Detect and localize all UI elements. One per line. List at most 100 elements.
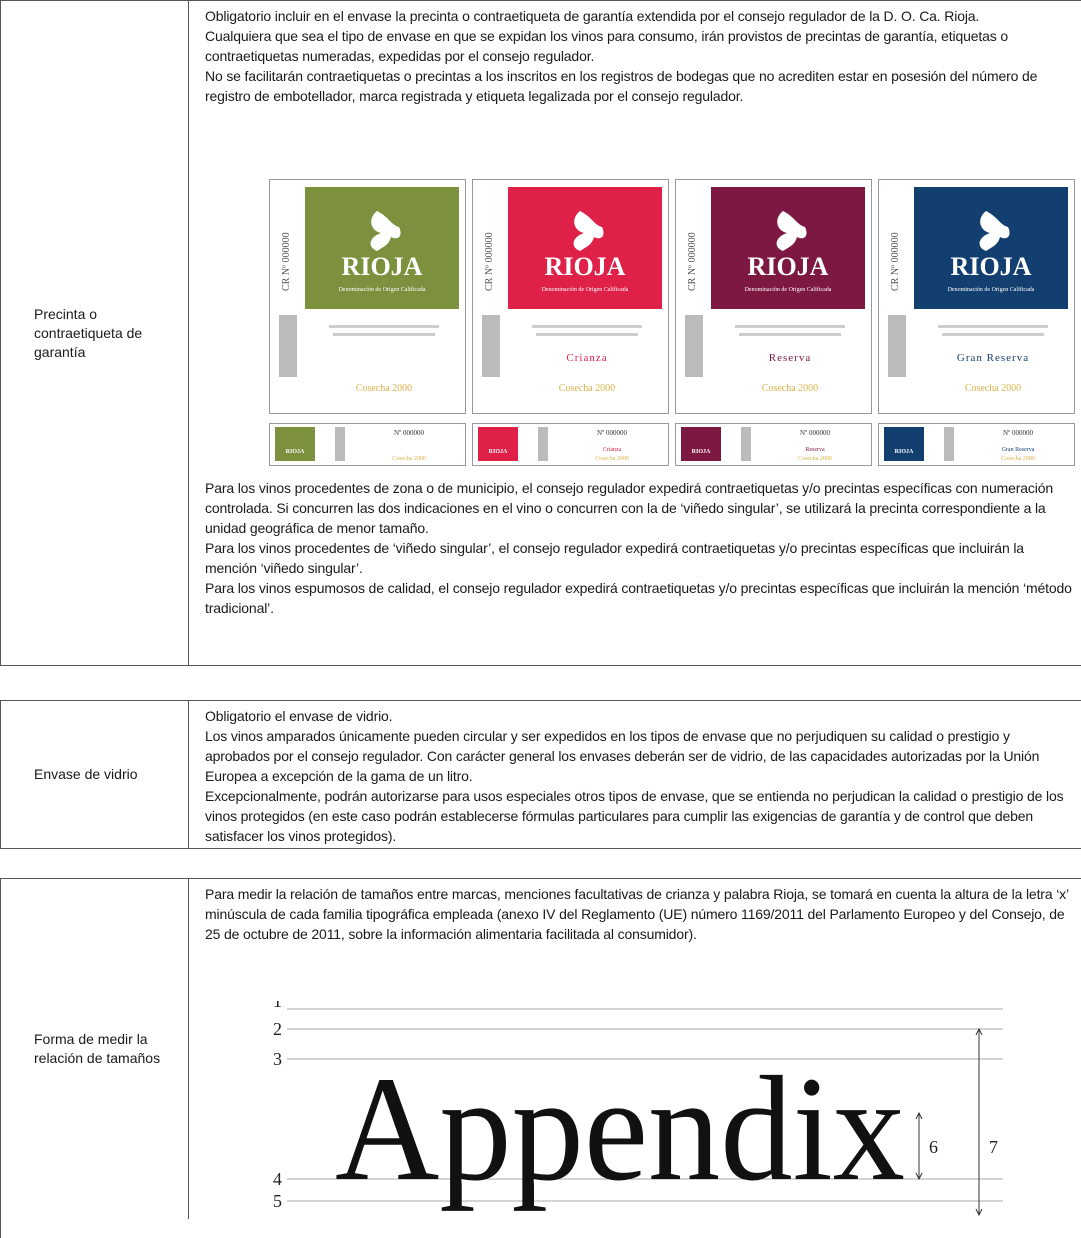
label-fineprint: [735, 325, 845, 328]
arrow-head: [915, 1111, 923, 1120]
label-fineprint: [536, 333, 638, 336]
paragraph: No se facilitarán contraetiquetas o prec…: [205, 68, 1038, 104]
label-brand: RIOJA: [342, 252, 423, 281]
label-number: CR Nº 000000: [687, 232, 698, 291]
label-subtitle: Denominación de Origen Calificada: [339, 286, 426, 293]
small-strip: [944, 427, 954, 461]
label-fineprint: [739, 333, 841, 336]
row-notes: Para los vinos procedentes de zona o de …: [190, 473, 1081, 618]
small-brand: RIOJA: [489, 449, 508, 455]
measure-number: 7: [989, 1137, 998, 1157]
paragraph: Para los vinos procedentes de ‘viñedo si…: [205, 540, 1024, 576]
labels-figure: CR Nº 000000 RIOJA Denominación de Origen …: [269, 179, 1075, 466]
label-strip: [685, 315, 703, 377]
label-fineprint: [333, 333, 435, 336]
paragraph: Para medir la relación de tamaños entre …: [205, 886, 1069, 942]
small-vintage: Cosecha 2000: [798, 456, 832, 462]
small-color-block: [275, 427, 315, 461]
row-content: Obligatorio el envase de vidrio. Los vin…: [190, 701, 1081, 846]
table-precinta: Precinta o contraetiqueta de garantía Ob…: [0, 0, 1081, 666]
small-color-block: [884, 427, 924, 461]
label-text: Forma de medir la relación de tamaños: [34, 1031, 161, 1066]
label-fineprint: [532, 325, 642, 328]
label-vintage: Cosecha 2000: [965, 383, 1021, 394]
label-logo: [979, 211, 1010, 251]
label-logo: [573, 211, 604, 251]
small-number: Nº 000000: [800, 429, 830, 437]
label-number: CR Nº 000000: [281, 232, 292, 291]
row-content: Para medir la relación de tamaños entre …: [190, 879, 1081, 944]
label-mention: Crianza: [566, 352, 607, 364]
label-logo: [370, 211, 401, 251]
small-color-block: [478, 427, 518, 461]
label-brand: RIOJA: [951, 252, 1032, 281]
small-vintage: Cosecha 2000: [392, 456, 426, 462]
small-mention: Crianza: [603, 447, 622, 453]
small-number: Nº 000000: [597, 429, 627, 437]
arrow-head: [975, 1208, 983, 1217]
label-text: Precinta o contraetiqueta de garantía: [34, 305, 143, 360]
label-number: CR Nº 000000: [484, 232, 495, 291]
table-medida: Forma de medir la relación de tamaños Pa…: [0, 878, 1081, 1238]
small-mention: Reserva: [805, 447, 825, 453]
guide-number: 1: [273, 1001, 282, 1011]
guide-number: 5: [273, 1191, 282, 1211]
label-strip: [888, 315, 906, 377]
small-strip: [741, 427, 751, 461]
small-number: Nº 000000: [1003, 429, 1033, 437]
label-color-block: [914, 187, 1068, 309]
arrow-head: [975, 1027, 983, 1036]
row-label: Envase de vidrio: [1, 701, 189, 848]
table-envase: Envase de vidrio Obligatorio el envase d…: [0, 700, 1081, 849]
small-number: Nº 000000: [394, 429, 424, 437]
row-label: Forma de medir la relación de tamaños: [1, 879, 189, 1219]
small-vintage: Cosecha 2000: [595, 456, 629, 462]
label-mention: Gran Reserva: [957, 352, 1029, 364]
small-brand: RIOJA: [286, 449, 305, 455]
label-strip: [482, 315, 500, 377]
guide-number: 4: [273, 1169, 282, 1189]
row-label: Precinta o contraetiqueta de garantía: [1, 1, 189, 665]
label-number: CR Nº 000000: [890, 232, 901, 291]
label-fineprint: [329, 325, 439, 328]
small-brand: RIOJA: [895, 449, 914, 455]
guide-number: 3: [273, 1049, 282, 1069]
paragraph: Excepcionalmente, podrán autorizarse par…: [205, 788, 1064, 844]
small-brand: RIOJA: [692, 449, 711, 455]
appendix-figure: 1 2 3 45 Appendix 6 7: [273, 1001, 1003, 1217]
label-fineprint: [942, 333, 1044, 336]
label-vintage: Cosecha 2000: [559, 383, 615, 394]
small-mention: Gran Reserva: [1002, 447, 1035, 453]
small-strip: [538, 427, 548, 461]
paragraph: Obligatorio incluir en el envase la prec…: [205, 8, 980, 24]
label-brand: RIOJA: [748, 252, 829, 281]
label-color-block: [305, 187, 459, 309]
paragraph: Para los vinos espumosos de calidad, el …: [205, 580, 1072, 616]
label-fineprint: [938, 325, 1048, 328]
label-brand: RIOJA: [545, 252, 626, 281]
paragraph: Cualquiera que sea el tipo de envase en …: [205, 28, 1008, 64]
small-color-block: [681, 427, 721, 461]
label-vintage: Cosecha 2000: [356, 383, 412, 394]
small-strip: [335, 427, 345, 461]
label-mention: Reserva: [769, 352, 811, 364]
label-strip: [279, 315, 297, 377]
measure-number: 6: [929, 1137, 938, 1157]
row-content: Obligatorio incluir en el envase la prec…: [190, 1, 1081, 106]
label-logo: [776, 211, 807, 251]
label-vintage: Cosecha 2000: [762, 383, 818, 394]
label-color-block: [711, 187, 865, 309]
label-subtitle: Denominación de Origen Calificada: [542, 286, 629, 293]
paragraph: Para los vinos procedentes de zona o de …: [205, 480, 1053, 536]
small-vintage: Cosecha 2000: [1001, 456, 1035, 462]
specimen-word: Appendix: [335, 1046, 905, 1212]
label-subtitle: Denominación de Origen Calificada: [948, 286, 1035, 293]
label-subtitle: Denominación de Origen Calificada: [745, 286, 832, 293]
paragraph: Obligatorio el envase de vidrio.: [205, 708, 393, 724]
guide-number: 2: [273, 1019, 282, 1039]
label-color-block: [508, 187, 662, 309]
paragraph: Los vinos amparados únicamente pueden ci…: [205, 728, 1040, 784]
arrow-head: [915, 1172, 923, 1181]
